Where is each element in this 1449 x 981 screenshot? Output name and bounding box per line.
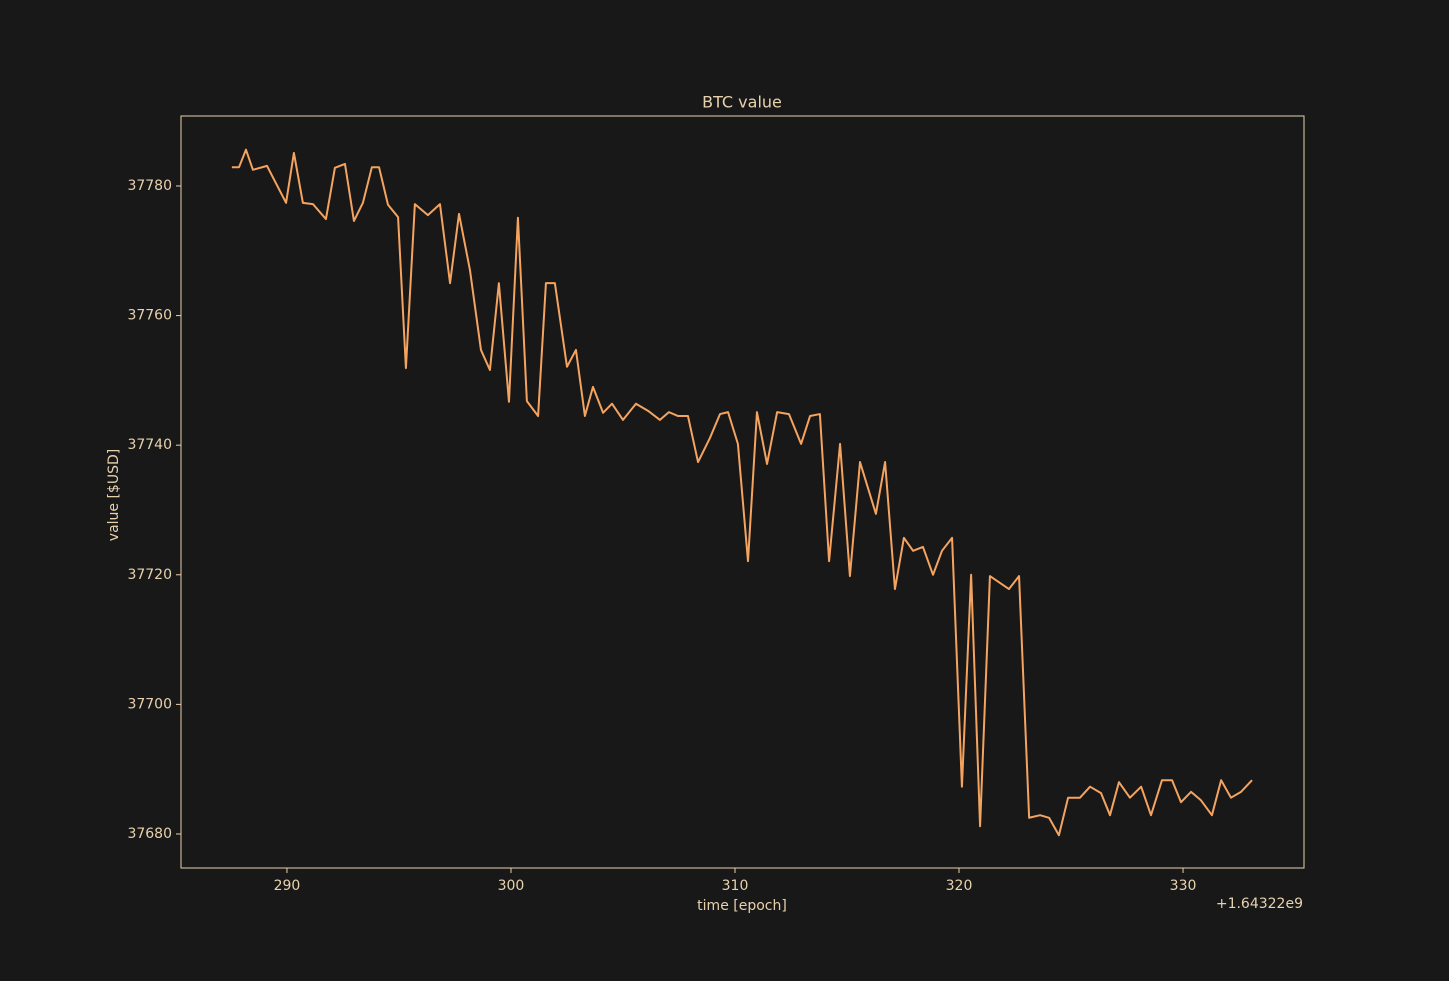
data-line [231, 148, 1253, 837]
chart-title: BTC value [702, 93, 782, 112]
x-tick-label: 310 [722, 878, 749, 894]
y-tick-label: 37700 [127, 696, 172, 712]
y-tick-label: 37740 [127, 437, 172, 453]
y-tick-label: 37760 [127, 308, 172, 324]
x-offset-label: +1.64322e9 [1216, 896, 1303, 912]
x-axis-label: time [epoch] [697, 898, 787, 914]
x-tick-label: 320 [946, 878, 973, 894]
y-axis-label: value [$USD] [106, 449, 122, 541]
x-tick-label: 290 [274, 878, 301, 894]
x-tick-label: 300 [498, 878, 525, 894]
y-tick-label: 37720 [127, 567, 172, 583]
plot-frame [180, 115, 1305, 869]
y-tick-label: 37780 [127, 178, 172, 194]
y-tick-label: 37680 [127, 826, 172, 842]
x-tick-label: 330 [1170, 878, 1197, 894]
